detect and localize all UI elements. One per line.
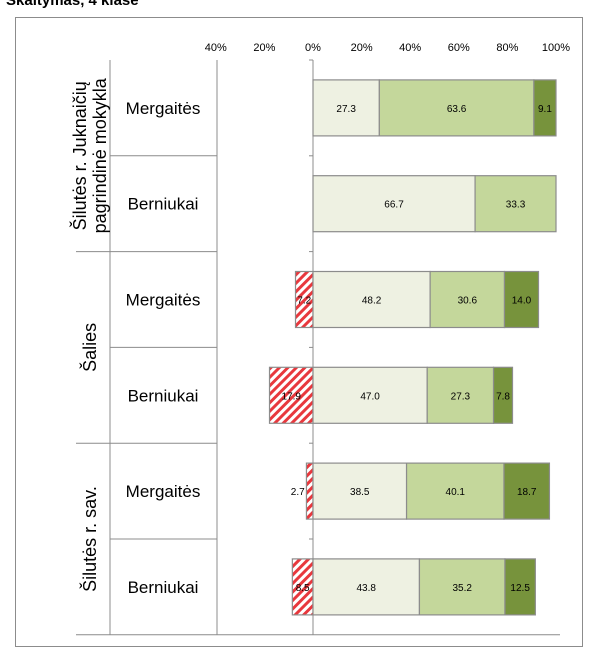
bar-segment-1 [312, 175, 476, 233]
bar-segment-2 [429, 270, 506, 329]
row-label: Mergaitės [126, 99, 201, 118]
data-label: 48.2 [362, 296, 382, 307]
data-label: 66.7 [384, 200, 404, 211]
data-label: 2.7 [291, 487, 305, 498]
data-label: 8.5 [296, 583, 310, 594]
data-label: 33.3 [506, 200, 526, 211]
bar-segment-3 [504, 558, 536, 616]
data-label: 30.6 [458, 296, 478, 307]
row-label: Mergaitės [126, 291, 201, 310]
bar-segment-3 [503, 462, 551, 520]
data-label: 38.5 [350, 487, 370, 498]
row-label: Berniukai [128, 578, 199, 597]
data-label: 14.0 [512, 296, 532, 307]
data-label: 7.8 [496, 391, 510, 402]
row-label: Berniukai [128, 386, 199, 405]
group-label: pagrindinė mokykla [90, 77, 110, 233]
chart-frame [15, 17, 583, 647]
data-label: 12.5 [510, 583, 530, 594]
bar-segment-negative [305, 462, 314, 520]
bar-segment-3 [533, 79, 557, 137]
bar-segment-3 [492, 366, 514, 424]
data-label: 40.1 [446, 487, 466, 498]
x-tick-label: 100% [542, 42, 570, 54]
data-label: 18.7 [517, 487, 537, 498]
x-tick-label: 40% [399, 42, 421, 54]
bar-segment-3 [503, 270, 540, 329]
data-label: 9.1 [538, 104, 552, 115]
data-label: 43.8 [356, 583, 376, 594]
data-label: 27.3 [336, 104, 356, 115]
x-tick-label: 0% [305, 42, 321, 54]
x-tick-label: 20% [253, 42, 275, 54]
chart-title: Skaitymas, 4 klasė [6, 0, 139, 9]
data-label: 35.2 [452, 583, 472, 594]
row-label: Mergaitės [126, 482, 201, 501]
data-label: 17.9 [282, 391, 302, 402]
x-tick-label: 40% [205, 42, 227, 54]
data-label: 47.0 [360, 391, 380, 402]
data-label: 27.3 [451, 391, 471, 402]
x-tick-label: 80% [496, 42, 518, 54]
data-label: 63.6 [447, 104, 467, 115]
bar-segment-1 [312, 366, 428, 424]
group-label: Šilutės r. sav. [79, 486, 100, 592]
bar-segment-1 [312, 558, 421, 616]
bar-segment-2 [474, 175, 557, 233]
x-tick-label: 20% [351, 42, 373, 54]
group-label: Šalies [79, 323, 100, 372]
bar-segment-1 [312, 270, 431, 329]
data-label: 7.2 [297, 296, 311, 307]
group-label: Šilutės r. Juknaičių [69, 81, 90, 230]
bar-segment-2 [405, 462, 505, 520]
bar-segment-2 [426, 366, 495, 424]
x-tick-label: 60% [448, 42, 470, 54]
row-label: Berniukai [128, 195, 199, 214]
